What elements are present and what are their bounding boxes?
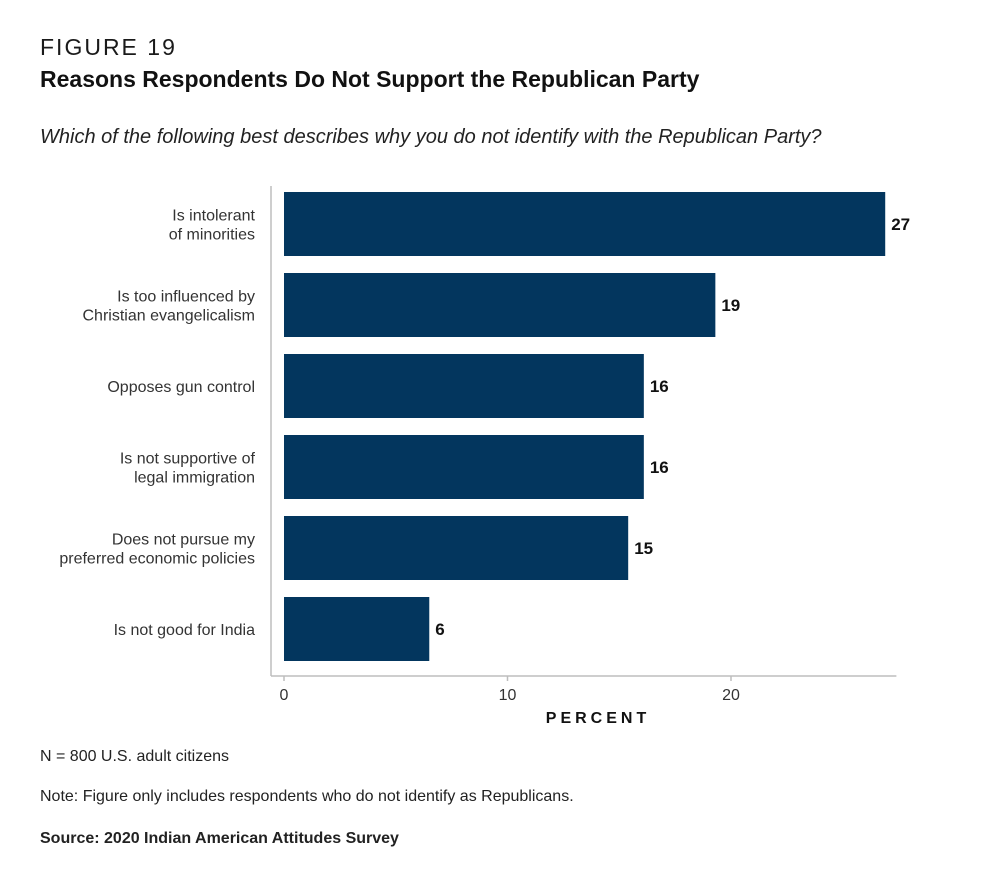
bar	[284, 435, 644, 499]
x-tick-label: 0	[280, 687, 289, 704]
survey-question: Which of the following best describes wh…	[40, 126, 822, 148]
category-label: Is not good for India	[114, 622, 256, 639]
data-label: 15	[634, 539, 653, 558]
category-label: Is too influenced by	[117, 289, 255, 306]
source-note: Source: 2020 Indian American Attitudes S…	[40, 830, 399, 847]
category-label: preferred economic policies	[59, 551, 255, 568]
inclusion-note: Note: Figure only includes respondents w…	[40, 788, 574, 805]
data-label: 16	[650, 377, 669, 396]
category-label: Opposes gun control	[107, 379, 255, 396]
category-label: of minorities	[169, 227, 255, 244]
x-tick-label: 20	[722, 687, 740, 704]
sample-size-note: N = 800 U.S. adult citizens	[40, 748, 229, 765]
data-label: 6	[435, 620, 444, 639]
bar	[284, 516, 629, 580]
category-label: Does not pursue my	[112, 532, 255, 549]
data-label: 19	[721, 296, 740, 315]
x-axis-title: PERCENT	[546, 710, 650, 727]
chart-title: Reasons Respondents Do Not Support the R…	[40, 66, 700, 92]
category-label: Christian evangelicalism	[82, 308, 255, 325]
data-label: 27	[891, 215, 910, 234]
data-label: 16	[650, 458, 669, 477]
bar-chart: Is intolerant of minorities 27 Is too influ…	[59, 186, 910, 727]
category-label: Is intolerant	[172, 208, 255, 225]
category-label: legal immigration	[134, 470, 255, 487]
bar	[284, 597, 430, 661]
category-label: Is not supportive of	[120, 451, 256, 468]
x-tick-label: 10	[499, 687, 517, 704]
bar	[284, 354, 644, 418]
bar	[284, 192, 886, 256]
bar	[284, 273, 716, 337]
figure-label: FIGURE 19	[40, 34, 177, 60]
